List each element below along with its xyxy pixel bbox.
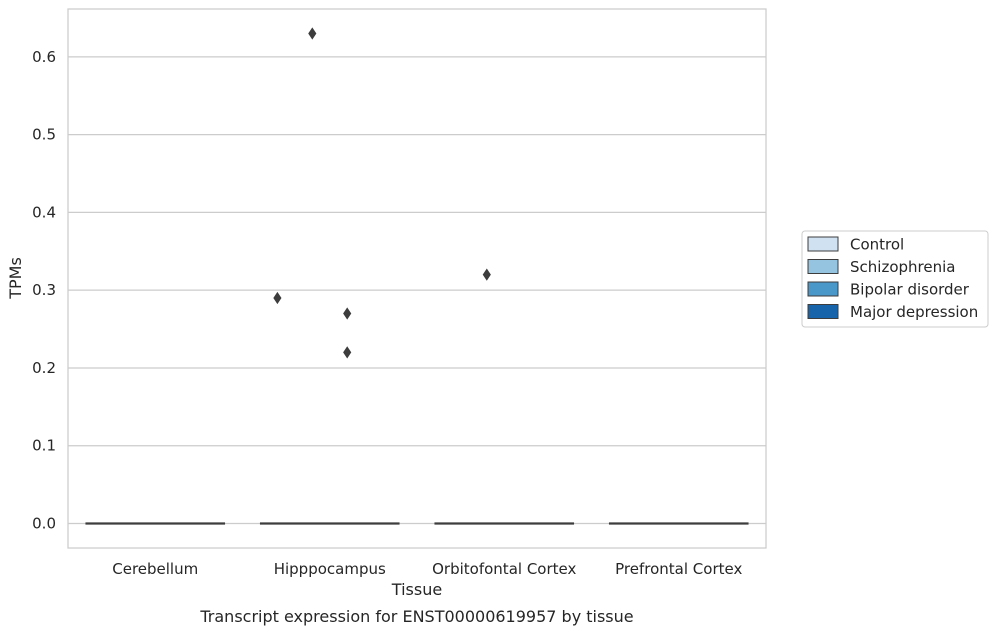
x-tick-label: Prefrontal Cortex xyxy=(615,560,742,578)
outlier-point xyxy=(482,268,491,281)
legend-label: Major depression xyxy=(850,303,978,321)
legend-swatch xyxy=(807,304,839,319)
legend-label: Schizophrenia xyxy=(850,258,955,276)
outlier-point xyxy=(273,291,282,305)
outlier-point xyxy=(308,27,317,40)
legend-label: Bipolar disorder xyxy=(850,281,970,299)
x-tick-label: Orbitofontal Cortex xyxy=(432,560,576,578)
outlier-point xyxy=(343,346,352,359)
y-axis-label: TPMs xyxy=(6,257,25,300)
y-tick-label: 0.1 xyxy=(32,437,56,455)
legend-swatch xyxy=(807,259,839,274)
chart-caption: Transcript expression for ENST0000061995… xyxy=(199,607,633,626)
x-axis-ticks: Cerebellum Hipppocampus Orbitofontal Corte… xyxy=(112,560,742,578)
legend-label: Control xyxy=(850,236,904,254)
x-tick-label: Cerebellum xyxy=(112,560,198,578)
y-tick-label: 0.4 xyxy=(32,203,56,221)
y-tick-label: 0.5 xyxy=(32,126,56,144)
y-tick-label: 0.3 xyxy=(32,281,56,299)
y-tick-label: 0.2 xyxy=(32,359,56,377)
outlier-point xyxy=(343,307,352,320)
legend: Control Schizophrenia Bipolar disorder Majo… xyxy=(801,230,989,328)
legend-swatch xyxy=(807,281,839,297)
x-axis-label: Tissue xyxy=(391,580,442,599)
legend-items: Control Schizophrenia Bipolar disorder Majo… xyxy=(807,236,978,321)
y-tick-label: 0.6 xyxy=(32,48,56,66)
outlier-points xyxy=(273,27,491,359)
x-tick-label: Hipppocampus xyxy=(274,560,386,578)
legend-box xyxy=(801,230,989,328)
y-axis-ticks: 0.0 0.1 0.2 0.3 0.4 0.5 0.6 xyxy=(32,48,56,533)
plot-area-frame xyxy=(67,8,767,549)
legend-swatch xyxy=(807,236,839,252)
y-tick-label: 0.0 xyxy=(32,515,56,533)
